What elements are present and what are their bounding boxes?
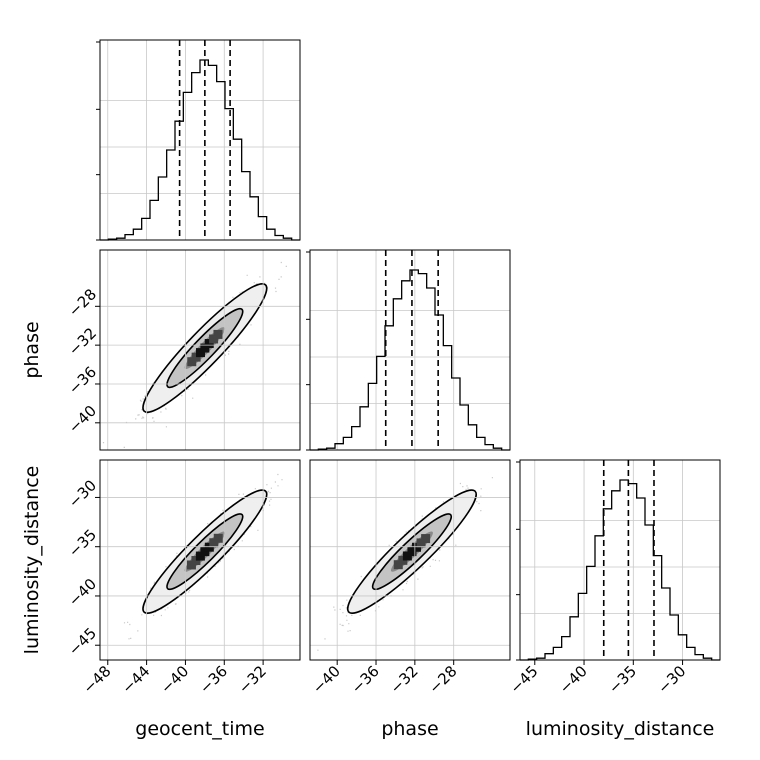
y-tick-label: −28 <box>65 285 100 320</box>
panel-geocent_time-luminosity_distance <box>100 460 300 660</box>
density-core-bin <box>204 339 214 349</box>
density-core-bin <box>393 560 403 570</box>
x-tick-label: −40 <box>309 662 344 697</box>
density-core-bin <box>195 348 205 358</box>
panel-bg <box>520 460 720 660</box>
panel-bg <box>100 40 300 240</box>
x-tick-label: −45 <box>506 662 541 697</box>
density-core-bin <box>416 538 426 548</box>
ylabel-luminosity-distance: luminosity_distance <box>21 466 43 655</box>
y-tick-label: −40 <box>65 402 100 437</box>
ylabel-phase: phase <box>21 321 43 378</box>
x-tick-label: −36 <box>196 662 231 697</box>
y-tick-label: −40 <box>65 575 100 610</box>
x-tick-label: −32 <box>235 662 270 697</box>
x-tick-label: −44 <box>118 662 153 697</box>
y-tick-label: −30 <box>65 476 100 511</box>
panel-phase-luminosity_distance <box>310 460 510 660</box>
xlabel-phase: phase <box>381 718 438 740</box>
density-core-bin <box>402 551 412 561</box>
density-core-bin <box>209 334 219 344</box>
panel-frame <box>309 459 511 661</box>
x-tick-label: −48 <box>79 662 114 697</box>
x-tick-label: −40 <box>556 662 591 697</box>
density-core-bin <box>213 329 223 339</box>
panel-frame <box>99 249 301 451</box>
x-tick-label: −30 <box>654 662 689 697</box>
panel-frame <box>99 39 301 241</box>
x-tick-label: −36 <box>348 662 383 697</box>
density-core-bin <box>187 357 197 367</box>
x-tick-label: −40 <box>157 662 192 697</box>
panel-geocent_time-phase <box>100 250 300 450</box>
density-core-bin <box>200 343 210 353</box>
y-tick-label: −36 <box>65 363 100 398</box>
panel-frame <box>99 459 301 661</box>
x-tick-label: −35 <box>605 662 640 697</box>
density-core-bin <box>421 534 431 544</box>
x-tick-label: −28 <box>425 662 460 697</box>
xlabel-luminosity-distance: luminosity_distance <box>526 718 715 740</box>
y-tick-label: −35 <box>65 526 100 561</box>
histogram-phase <box>310 269 510 451</box>
density-core-bin <box>398 555 408 565</box>
x-tick-label: −32 <box>387 662 422 697</box>
density-core-bin <box>191 352 201 362</box>
histogram-luminosity_distance <box>520 479 720 661</box>
panel-frame <box>519 459 721 661</box>
panel-bg <box>310 250 510 450</box>
panel-frame <box>309 249 511 451</box>
density-core-bin <box>407 547 417 557</box>
density-core-bin <box>411 542 421 552</box>
density-core-bin <box>213 533 223 543</box>
xlabel-geocent-time: geocent_time <box>135 718 264 740</box>
histogram-geocent_time <box>100 59 300 241</box>
y-tick-label: −45 <box>65 624 100 659</box>
y-tick-label: −32 <box>65 324 100 359</box>
